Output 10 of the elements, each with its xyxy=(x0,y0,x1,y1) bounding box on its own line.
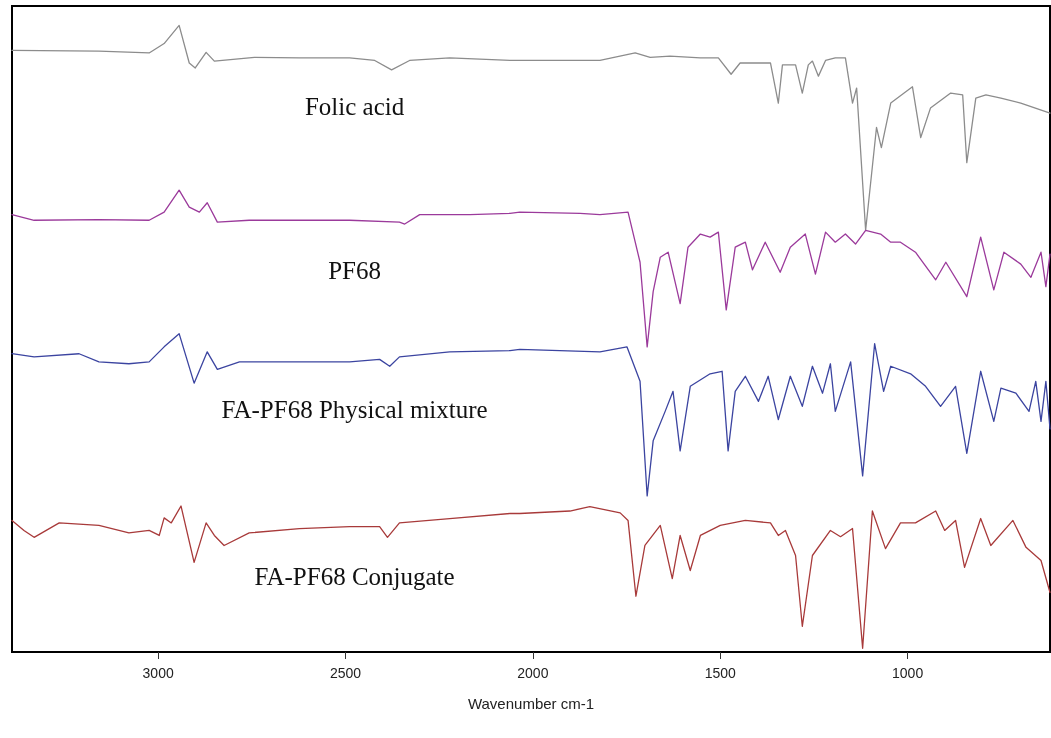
series-label: PF68 xyxy=(328,257,381,285)
series-label: Folic acid xyxy=(304,92,405,120)
x-tick-label: 1000 xyxy=(892,665,924,681)
series-label: FA-PF68 Physical mixture xyxy=(221,396,488,424)
series-label: FA-PF68 Conjugate xyxy=(254,562,455,590)
x-tick-label: 2000 xyxy=(517,665,549,681)
x-tick-label: 1500 xyxy=(704,665,737,681)
x-tick-label: 3000 xyxy=(142,665,174,681)
x-tick-label: 2500 xyxy=(329,665,362,681)
x-axis-title: Wavenumber cm-1 xyxy=(467,695,595,712)
